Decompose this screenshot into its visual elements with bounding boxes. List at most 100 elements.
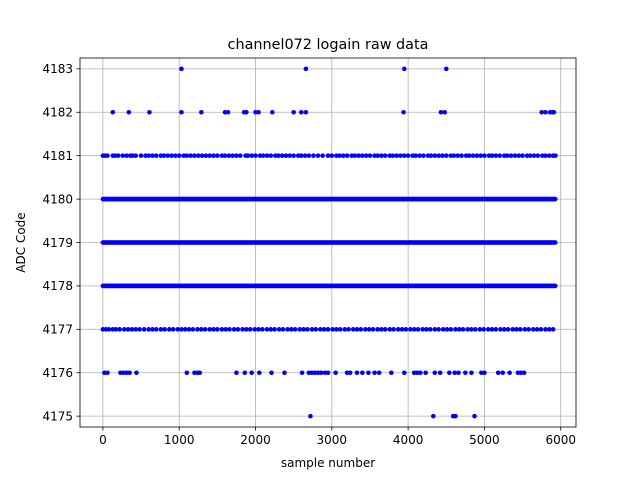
data-point <box>291 109 296 115</box>
data-point <box>318 370 324 376</box>
data-point <box>347 370 353 376</box>
y-tick-label: 4180 <box>42 192 73 206</box>
data-point <box>543 109 548 115</box>
data-point <box>170 327 176 332</box>
data-point <box>127 370 132 376</box>
data-point <box>227 327 232 332</box>
data-point <box>469 370 474 376</box>
data-point <box>505 153 510 158</box>
data-point <box>389 370 394 376</box>
data-point <box>432 153 438 158</box>
data-point <box>244 327 249 332</box>
data-point <box>453 413 458 419</box>
data-point <box>318 327 323 332</box>
data-point <box>283 153 289 158</box>
data-point <box>276 153 281 158</box>
data-point <box>306 153 312 158</box>
data-point <box>543 327 548 332</box>
data-point <box>234 153 239 158</box>
data-point <box>423 370 428 376</box>
data-point <box>469 327 474 332</box>
data-point <box>472 327 478 332</box>
y-tick-label: 4178 <box>42 279 73 293</box>
data-point <box>308 413 313 419</box>
data-point <box>427 327 433 332</box>
data-point <box>282 370 287 376</box>
data-point <box>493 327 499 332</box>
data-point <box>303 109 309 115</box>
data-point <box>470 153 476 158</box>
data-point <box>242 370 248 376</box>
data-point <box>522 327 528 332</box>
data-point <box>546 327 552 332</box>
data-point <box>512 153 518 158</box>
data-point <box>325 327 331 332</box>
data-point <box>437 370 443 376</box>
data-point <box>399 327 405 332</box>
data-point <box>333 370 338 376</box>
data-point <box>360 370 365 376</box>
x-tick-label: 4000 <box>393 433 424 447</box>
data-point <box>508 153 514 158</box>
data-point <box>411 327 417 332</box>
data-point <box>363 327 368 332</box>
data-point <box>165 153 171 158</box>
data-point <box>432 327 438 332</box>
data-point <box>495 370 501 376</box>
y-tick-label: 4183 <box>42 62 73 76</box>
data-point <box>390 153 396 158</box>
data-point <box>105 153 110 158</box>
data-point <box>124 153 129 158</box>
x-tick-label: 6000 <box>545 433 576 447</box>
data-point <box>256 109 261 115</box>
data-point <box>337 327 343 332</box>
x-tick-label: 2000 <box>240 433 271 447</box>
data-point <box>451 153 457 158</box>
data-point <box>133 153 138 158</box>
data-point <box>456 370 461 376</box>
data-point <box>285 327 290 332</box>
data-point <box>192 153 197 158</box>
data-point <box>240 327 245 332</box>
data-point <box>342 327 348 332</box>
data-point <box>302 153 308 158</box>
data-point <box>117 327 122 332</box>
x-tick-label: 1000 <box>164 433 195 447</box>
data-point <box>352 153 358 158</box>
data-point <box>395 327 401 332</box>
data-point <box>299 370 305 376</box>
data-point <box>401 109 406 115</box>
data-point <box>195 153 201 158</box>
data-point <box>211 153 216 158</box>
data-point <box>313 327 319 332</box>
data-point <box>415 327 421 332</box>
data-point <box>329 153 335 158</box>
data-point <box>301 327 306 332</box>
data-point <box>199 109 204 115</box>
data-point <box>249 370 254 376</box>
y-tick-label: 4179 <box>42 236 73 250</box>
data-point <box>497 153 502 158</box>
data-point <box>472 413 477 419</box>
data-point <box>219 327 225 332</box>
data-point <box>138 153 144 158</box>
data-point <box>264 327 270 332</box>
data-point <box>110 109 116 115</box>
x-axis-ticks: 0 1000 2000 3000 4000 5000 6000 <box>99 427 576 447</box>
x-tick-label: 3000 <box>317 433 348 447</box>
data-point <box>325 370 331 376</box>
data-point <box>120 153 126 158</box>
data-point <box>129 327 135 332</box>
data-point <box>463 370 468 376</box>
data-point <box>382 327 388 332</box>
data-point <box>531 153 537 158</box>
data-point <box>231 327 237 332</box>
data-point <box>235 327 241 332</box>
y-tick-label: 4181 <box>42 149 73 163</box>
data-point <box>147 109 152 115</box>
data-point <box>432 370 438 376</box>
data-point <box>443 153 449 158</box>
data-point <box>188 153 193 158</box>
